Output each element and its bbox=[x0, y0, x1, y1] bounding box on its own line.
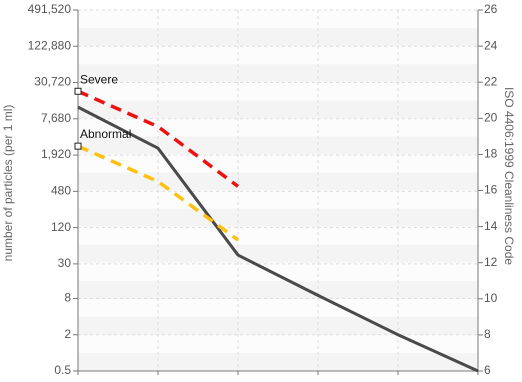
plot-band bbox=[78, 209, 478, 227]
plot-band bbox=[78, 172, 478, 190]
y-tick-label: 8 bbox=[64, 291, 71, 305]
plot-band bbox=[78, 82, 478, 100]
plot-band bbox=[78, 46, 478, 64]
y2-tick-label: 22 bbox=[484, 74, 498, 88]
annotation-marker bbox=[75, 88, 81, 94]
y-tick-label: 491,520 bbox=[28, 2, 72, 16]
y2-tick-label: 12 bbox=[484, 255, 498, 269]
y2-tick-label: 24 bbox=[484, 38, 498, 52]
plot-band bbox=[78, 317, 478, 335]
plot-band bbox=[78, 100, 478, 118]
y-tick-label: 7,680 bbox=[41, 111, 71, 125]
plot-band bbox=[78, 281, 478, 299]
y2-tick-label: 8 bbox=[484, 327, 491, 341]
y2-tick-label: 20 bbox=[484, 110, 498, 124]
y-tick-label: 30,720 bbox=[34, 75, 71, 89]
plot-band bbox=[78, 245, 478, 263]
plot-band bbox=[78, 10, 478, 28]
y2-axis-title: ISO 4406:1999 Cleanliness Code bbox=[502, 87, 516, 265]
plot-band bbox=[78, 191, 478, 209]
plot-band bbox=[78, 118, 478, 136]
plot-band bbox=[78, 263, 478, 281]
y2-tick-label: 26 bbox=[484, 2, 498, 16]
plot-band bbox=[78, 154, 478, 172]
annotation-label-1: Severe bbox=[80, 72, 118, 86]
y2-tick-label: 10 bbox=[484, 291, 498, 305]
plot-band bbox=[78, 299, 478, 317]
annotation-label-2: Abnormal bbox=[80, 127, 131, 141]
y-tick-label: 122,880 bbox=[28, 38, 72, 52]
plot-bands bbox=[78, 10, 478, 371]
y2-tick-label: 18 bbox=[484, 147, 498, 161]
y-axis-title: number of particles (per 1 ml) bbox=[1, 105, 15, 262]
y2-tick-label: 16 bbox=[484, 183, 498, 197]
plot-band bbox=[78, 227, 478, 245]
y-tick-label: 480 bbox=[51, 184, 71, 198]
annotation-marker bbox=[75, 143, 81, 149]
y-tick-label: 120 bbox=[51, 220, 71, 234]
plot-band bbox=[78, 64, 478, 82]
y-tick-label: 0.5 bbox=[54, 363, 71, 377]
y2-tick-label: 14 bbox=[484, 219, 498, 233]
y-tick-label: 1,920 bbox=[41, 147, 71, 161]
plot-band bbox=[78, 28, 478, 46]
plot-band bbox=[78, 353, 478, 371]
y-tick-label: 30 bbox=[58, 256, 72, 270]
y2-tick-label: 6 bbox=[484, 363, 491, 377]
y-tick-label: 2 bbox=[64, 327, 71, 341]
